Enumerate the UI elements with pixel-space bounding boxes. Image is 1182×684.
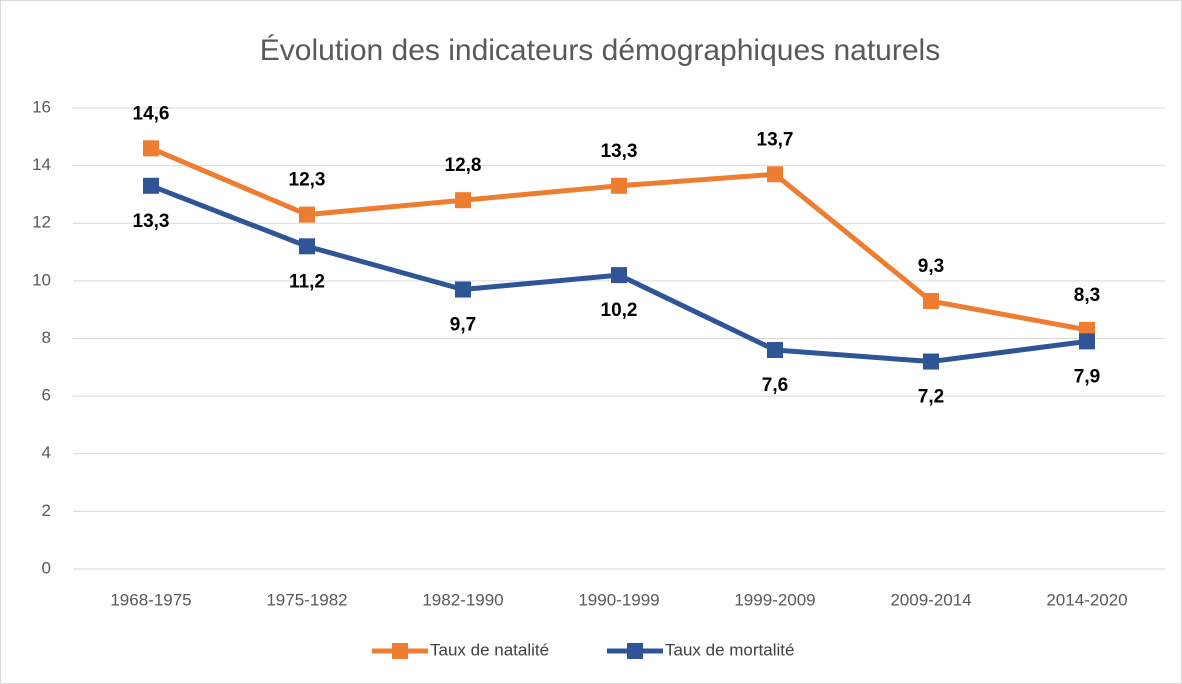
data-label: 13,7	[757, 129, 794, 150]
data-label: 8,3	[1074, 285, 1100, 306]
data-label: 9,7	[450, 315, 476, 336]
x-tick-label: 2009-2014	[890, 590, 971, 609]
x-tick-label: 1975-1982	[266, 590, 347, 609]
data-label: 9,3	[918, 256, 944, 277]
x-tick-label: 1968-1975	[110, 590, 191, 609]
data-label: 7,2	[918, 387, 944, 408]
data-point	[455, 192, 471, 209]
data-point	[143, 140, 159, 157]
data-label: 12,8	[445, 155, 482, 176]
data-label: 11,2	[289, 271, 325, 292]
y-tick-label: 12	[32, 213, 51, 232]
y-tick-label: 0	[42, 558, 51, 577]
data-point	[923, 353, 939, 370]
x-tick-label: 2014-2020	[1046, 590, 1127, 609]
data-label: 14,6	[133, 103, 170, 124]
data-label: 12,3	[289, 170, 326, 191]
x-tick-label: 1982-1990	[422, 590, 503, 609]
data-label: 13,3	[133, 211, 170, 232]
data-point	[611, 177, 627, 194]
y-tick-label: 14	[32, 155, 51, 174]
data-point	[611, 267, 627, 284]
y-tick-label: 8	[42, 328, 51, 347]
data-label: 7,9	[1074, 366, 1100, 387]
y-tick-label: 6	[42, 386, 51, 405]
legend-label: Taux de mortalité	[665, 640, 794, 659]
data-point	[767, 166, 783, 183]
data-label: 7,6	[762, 375, 788, 396]
data-point	[143, 177, 159, 194]
y-tick-label: 10	[32, 270, 51, 289]
data-point	[455, 281, 471, 298]
data-point	[299, 238, 315, 255]
data-point	[299, 206, 315, 223]
data-label: 10,2	[601, 300, 638, 321]
data-point	[767, 342, 783, 359]
data-label: 13,3	[601, 141, 638, 162]
data-point	[1079, 333, 1095, 350]
chart-title: Évolution des indicateurs démographiques…	[260, 34, 940, 67]
x-tick-label: 1999-2009	[734, 590, 815, 609]
data-point	[923, 293, 939, 310]
y-tick-label: 16	[32, 97, 51, 116]
legend-marker	[392, 643, 408, 659]
y-tick-label: 2	[42, 501, 51, 520]
y-tick-label: 4	[42, 443, 51, 462]
x-tick-label: 1990-1999	[578, 590, 659, 609]
legend-label: Taux de natalité	[430, 640, 549, 659]
legend-marker	[627, 643, 643, 659]
